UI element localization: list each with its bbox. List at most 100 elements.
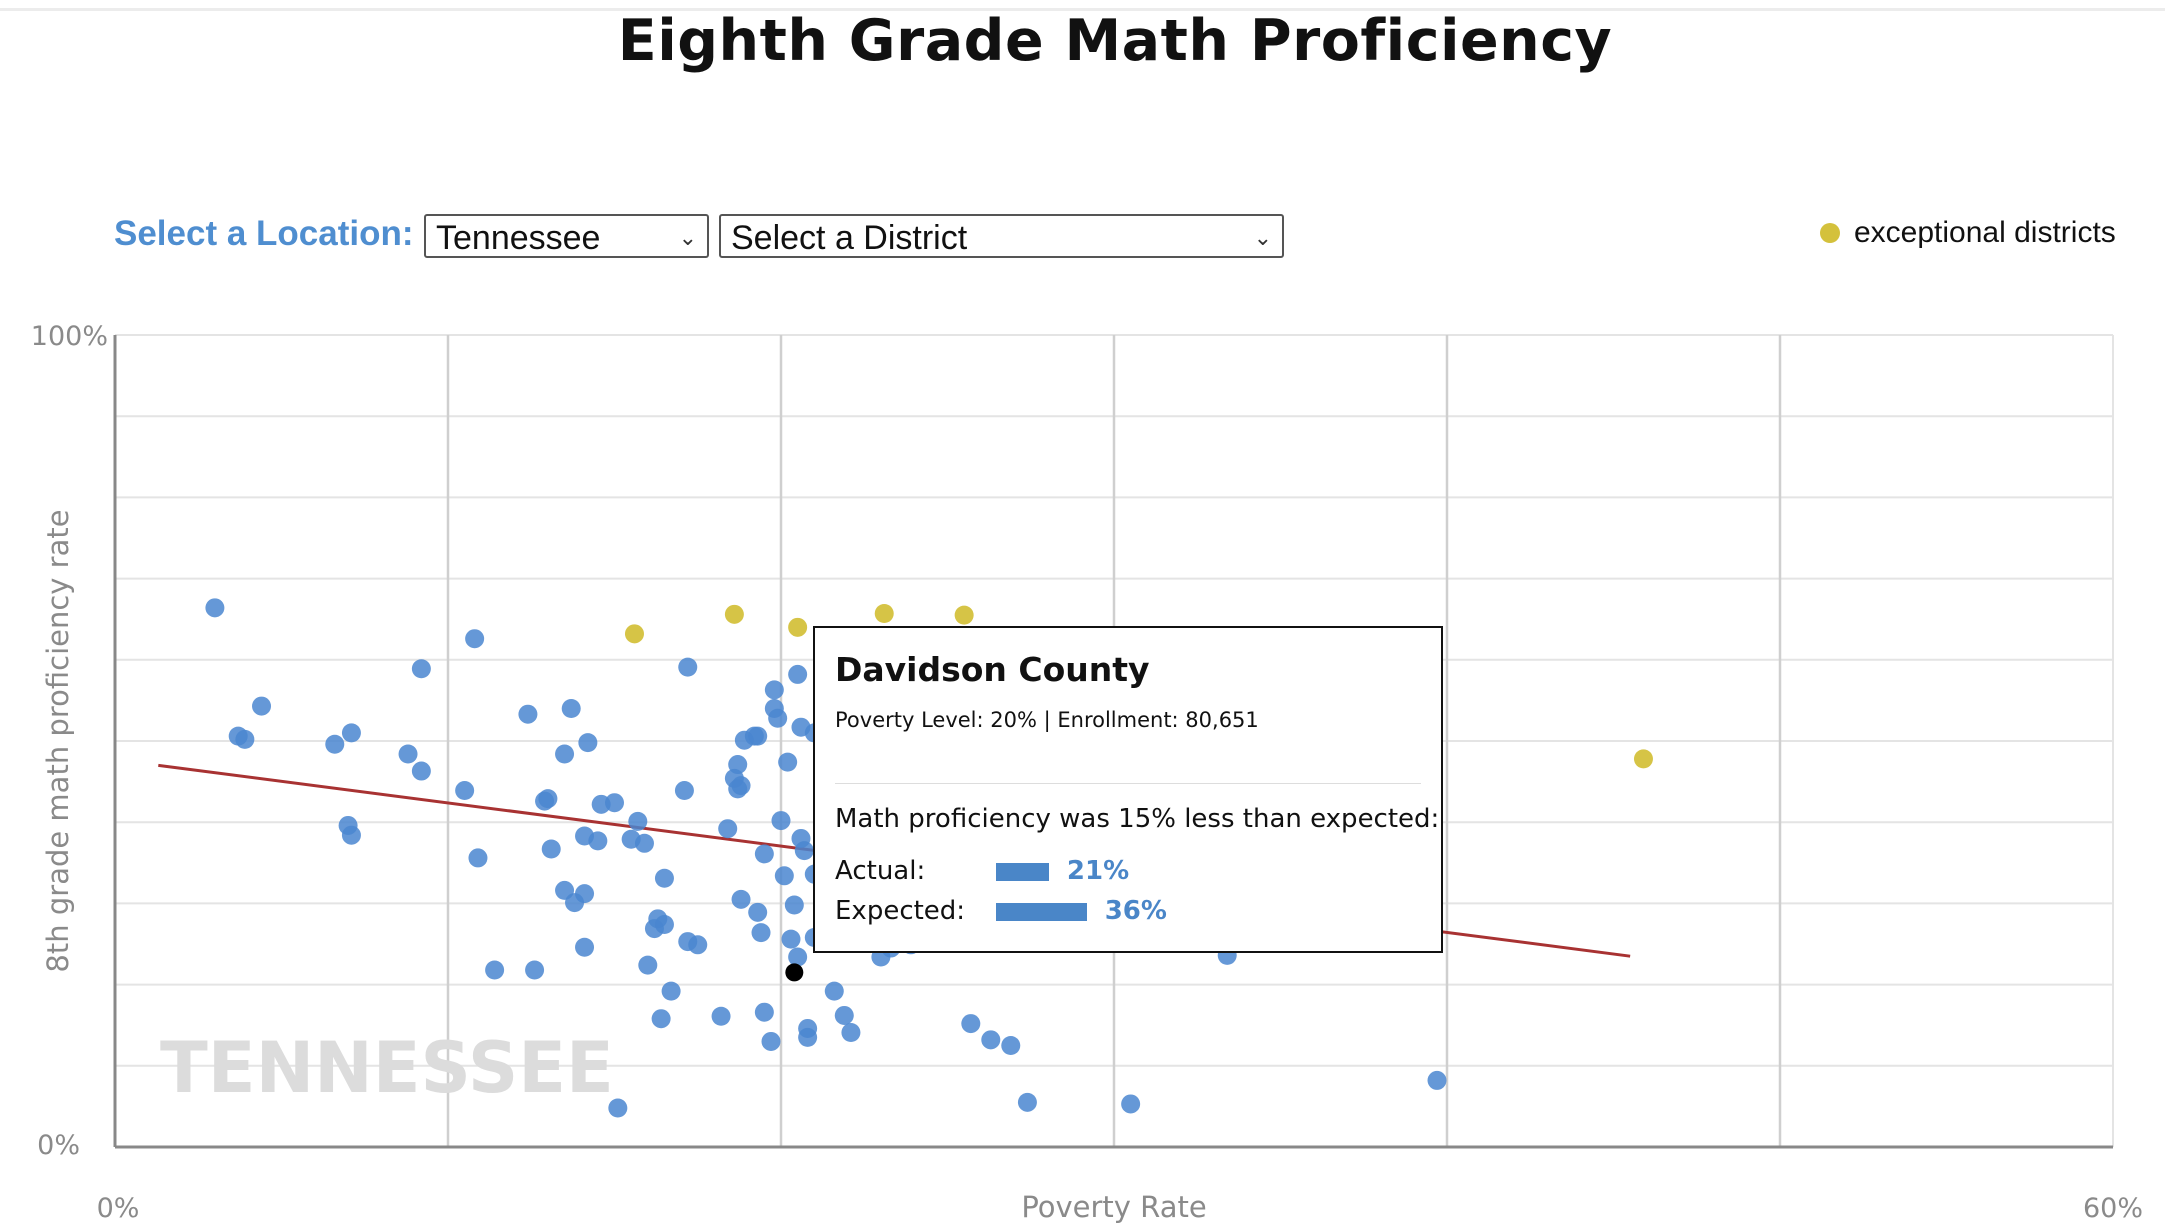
district-point[interactable]	[788, 947, 808, 967]
district-point[interactable]	[411, 761, 431, 781]
district-point[interactable]	[784, 895, 804, 915]
district-point[interactable]	[588, 831, 608, 851]
district-point[interactable]	[731, 889, 751, 909]
district-point[interactable]	[678, 657, 698, 677]
district-point[interactable]	[778, 752, 798, 772]
district-select-value: Select a District	[731, 219, 968, 257]
district-point[interactable]	[235, 729, 255, 749]
exceptional-district-point[interactable]	[1633, 749, 1653, 769]
district-point[interactable]	[718, 819, 738, 839]
district-point[interactable]	[774, 866, 794, 886]
district-point[interactable]	[781, 929, 801, 949]
district-point[interactable]	[252, 696, 272, 716]
tooltip-expected-label: Expected:	[835, 896, 966, 926]
tooltip-expected-value: 36%	[1104, 896, 1167, 926]
district-point[interactable]	[605, 793, 624, 813]
chevron-down-icon: ⌄	[1253, 225, 1272, 250]
district-select[interactable]: Select a District ⌄	[719, 214, 1284, 258]
district-point[interactable]	[455, 781, 475, 801]
district-point[interactable]	[541, 839, 561, 859]
exceptional-district-point[interactable]	[954, 605, 974, 625]
district-point[interactable]	[525, 960, 545, 980]
district-point[interactable]	[634, 833, 654, 853]
district-point[interactable]	[834, 1005, 854, 1025]
district-point[interactable]	[465, 629, 485, 649]
district-point[interactable]	[754, 844, 774, 864]
tooltip-district-name: Davidson County	[835, 650, 1150, 689]
district-point[interactable]	[711, 1006, 731, 1026]
watermark-text: TENNESSEE	[160, 1027, 614, 1109]
district-point[interactable]	[575, 937, 595, 957]
district-point[interactable]	[794, 841, 814, 861]
district-point[interactable]	[688, 935, 708, 955]
exceptional-district-point[interactable]	[624, 624, 644, 644]
district-point[interactable]	[798, 1027, 818, 1047]
tooltip-actual-label: Actual:	[835, 856, 926, 886]
district-point[interactable]	[485, 960, 505, 980]
district-point[interactable]	[578, 733, 598, 753]
district-point[interactable]	[1121, 1094, 1141, 1114]
district-point[interactable]	[411, 659, 431, 679]
district-point[interactable]	[341, 723, 361, 743]
district-point[interactable]	[961, 1014, 981, 1034]
exceptional-district-point[interactable]	[724, 604, 744, 624]
district-point[interactable]	[728, 779, 748, 799]
tooltip-meta: Poverty Level: 20% | Enrollment: 80,651	[835, 708, 1259, 732]
district-point[interactable]	[654, 868, 674, 888]
x-tick-label-min: 0%	[97, 1193, 140, 1224]
tooltip-difference: Math proficiency was 15% less than expec…	[835, 804, 1440, 834]
district-point[interactable]	[608, 1098, 628, 1118]
district-point[interactable]	[638, 955, 658, 975]
district-point[interactable]	[761, 1031, 781, 1051]
district-point[interactable]	[654, 915, 674, 935]
district-point[interactable]	[981, 1030, 1001, 1050]
legend-exceptional-dot	[1820, 223, 1840, 243]
district-point[interactable]	[205, 598, 225, 618]
district-point[interactable]	[1017, 1092, 1037, 1112]
district-point[interactable]	[341, 825, 361, 845]
state-select[interactable]: Tennessee ⌄	[424, 214, 709, 258]
district-point[interactable]	[651, 1009, 671, 1029]
district-point[interactable]	[468, 848, 488, 868]
district-point[interactable]	[628, 811, 648, 831]
district-point[interactable]	[674, 781, 694, 801]
tooltip-actual-bar	[996, 863, 1049, 881]
data-points	[205, 598, 1653, 1118]
district-point[interactable]	[824, 981, 844, 1001]
y-tick-label-max: 100%	[31, 321, 108, 352]
district-point[interactable]	[788, 664, 808, 684]
district-point[interactable]	[661, 981, 681, 1001]
highlighted-district-point[interactable]	[785, 963, 804, 982]
chevron-down-icon: ⌄	[678, 225, 697, 250]
tooltip-actual-value: 21%	[1066, 856, 1130, 886]
legend: exceptional districts	[1820, 216, 2116, 250]
district-point[interactable]	[768, 708, 788, 728]
district-point[interactable]	[841, 1023, 861, 1043]
tooltip-expected-bar	[996, 903, 1087, 921]
district-point[interactable]	[398, 744, 418, 764]
district-point[interactable]	[748, 902, 768, 922]
tooltip-divider	[835, 783, 1421, 784]
district-point[interactable]	[748, 726, 768, 746]
legend-exceptional-label: exceptional districts	[1854, 216, 2116, 249]
district-point[interactable]	[1427, 1070, 1447, 1090]
x-axis-title: Poverty Rate	[1021, 1190, 1206, 1224]
location-label: Select a Location:	[114, 214, 414, 253]
x-tick-label-max: 60%	[2083, 1193, 2143, 1224]
district-point[interactable]	[728, 755, 748, 775]
district-point[interactable]	[561, 699, 581, 719]
district-point[interactable]	[754, 1002, 774, 1022]
district-point[interactable]	[764, 680, 784, 700]
exceptional-district-point[interactable]	[788, 617, 808, 637]
district-point[interactable]	[575, 884, 595, 904]
district-point[interactable]	[555, 744, 575, 764]
district-point[interactable]	[538, 789, 558, 809]
state-select-value: Tennessee	[436, 219, 601, 257]
district-point[interactable]	[1001, 1036, 1021, 1055]
page-title: Eighth Grade Math Proficiency	[617, 8, 1613, 74]
district-point[interactable]	[751, 923, 771, 943]
exceptional-district-point[interactable]	[874, 604, 894, 624]
district-point[interactable]	[518, 704, 538, 724]
district-point[interactable]	[771, 811, 791, 831]
district-point[interactable]	[325, 734, 345, 754]
